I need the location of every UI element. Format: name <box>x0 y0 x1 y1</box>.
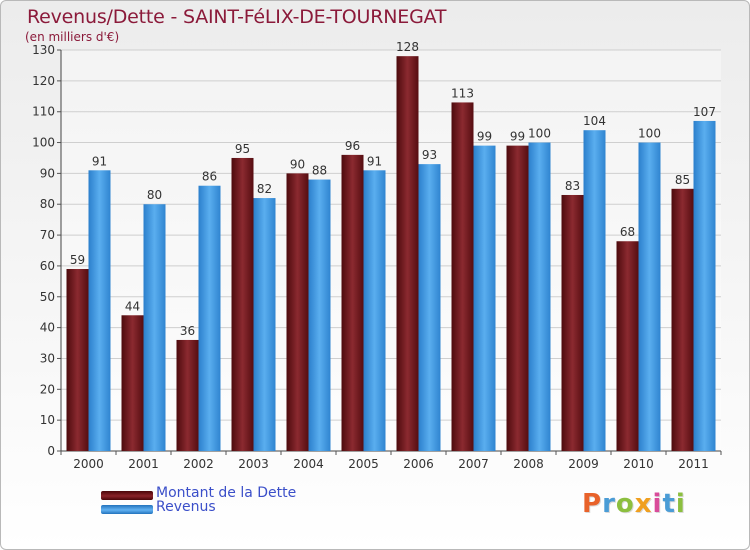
x-tick-label: 2002 <box>183 457 214 471</box>
value-label-dette: 113 <box>451 86 474 100</box>
bar-revenus <box>583 130 606 451</box>
value-label-dette: 36 <box>180 324 195 338</box>
value-label-revenus: 107 <box>693 105 716 119</box>
legend-label-dette: Montant de la Dette <box>156 485 297 501</box>
bar-revenus <box>308 179 331 452</box>
y-tick-label: 20 <box>40 382 55 396</box>
value-label-revenus: 88 <box>312 164 327 178</box>
bar-dette <box>66 269 89 451</box>
value-label-revenus: 80 <box>147 188 162 202</box>
legend-swatch-dette <box>101 491 153 500</box>
x-tick-label: 2010 <box>623 457 654 471</box>
bar-revenus <box>363 170 386 452</box>
value-label-dette: 95 <box>235 142 250 156</box>
bar-revenus <box>693 120 716 451</box>
bar-dette <box>121 315 144 451</box>
value-label-dette: 128 <box>396 40 419 54</box>
plot-area <box>61 50 721 451</box>
y-tick-label: 120 <box>32 74 55 88</box>
bar-dette <box>616 241 639 451</box>
x-tick-label: 2003 <box>238 457 269 471</box>
y-tick-label: 90 <box>40 166 55 180</box>
bar-revenus <box>473 145 496 451</box>
bar-revenus <box>528 142 551 452</box>
bar-revenus <box>638 142 661 452</box>
y-tick-label: 130 <box>32 43 55 57</box>
value-label-revenus: 86 <box>202 170 217 184</box>
x-tick-label: 2009 <box>568 457 599 471</box>
bar-dette <box>451 102 474 451</box>
x-tick-label: 2004 <box>293 457 324 471</box>
legend-label-revenus: Revenus <box>156 499 216 515</box>
x-tick-label: 2006 <box>403 457 434 471</box>
bar-revenus <box>418 164 441 451</box>
y-tick-label: 40 <box>40 321 55 335</box>
bar-dette <box>396 56 419 452</box>
y-tick-label: 70 <box>40 228 55 242</box>
value-label-revenus: 104 <box>583 114 606 128</box>
value-label-revenus: 91 <box>92 154 107 168</box>
bar-revenus <box>88 170 111 452</box>
value-label-dette: 99 <box>510 130 525 144</box>
x-tick-label: 2005 <box>348 457 379 471</box>
x-tick-label: 2007 <box>458 457 489 471</box>
value-label-dette: 85 <box>675 173 690 187</box>
y-tick-label: 0 <box>47 444 55 458</box>
bar-dette <box>286 173 309 451</box>
bar-dette <box>671 188 694 452</box>
y-tick-label: 10 <box>40 413 55 427</box>
bar-dette <box>506 145 529 451</box>
chart-title: Revenus/Dette - SAINT-FéLIX-DE-TOURNEGAT <box>27 6 447 28</box>
value-label-dette: 96 <box>345 139 360 153</box>
value-label-revenus: 91 <box>367 154 382 168</box>
value-label-dette: 59 <box>70 253 85 267</box>
bar-dette <box>341 154 364 451</box>
y-tick-label: 80 <box>40 197 55 211</box>
y-tick-label: 60 <box>40 259 55 273</box>
bar-dette <box>176 339 199 451</box>
value-label-revenus: 82 <box>257 182 272 196</box>
value-label-dette: 83 <box>565 179 580 193</box>
y-tick-label: 50 <box>40 290 55 304</box>
value-label-dette: 68 <box>620 225 635 239</box>
chart-subtitle: (en milliers d'€) <box>25 30 120 44</box>
y-tick-label: 100 <box>32 136 55 150</box>
x-tick-label: 2000 <box>73 457 104 471</box>
y-tick-label: 110 <box>32 105 55 119</box>
value-label-dette: 44 <box>125 299 140 313</box>
value-label-revenus: 100 <box>528 127 551 141</box>
bar-revenus <box>198 185 221 451</box>
legend-swatch-revenus <box>101 505 153 514</box>
y-tick-label: 30 <box>40 351 55 365</box>
x-tick-label: 2001 <box>128 457 159 471</box>
value-label-revenus: 99 <box>477 130 492 144</box>
bar-dette <box>561 194 584 451</box>
bar-dette <box>231 157 254 451</box>
bar-revenus <box>253 198 276 451</box>
x-tick-label: 2011 <box>678 457 709 471</box>
x-tick-label: 2008 <box>513 457 544 471</box>
value-label-dette: 90 <box>290 157 305 171</box>
bar-revenus <box>143 204 166 451</box>
proxiti-logo: Proxiti <box>582 489 686 519</box>
value-label-revenus: 100 <box>638 127 661 141</box>
value-label-revenus: 93 <box>422 148 437 162</box>
